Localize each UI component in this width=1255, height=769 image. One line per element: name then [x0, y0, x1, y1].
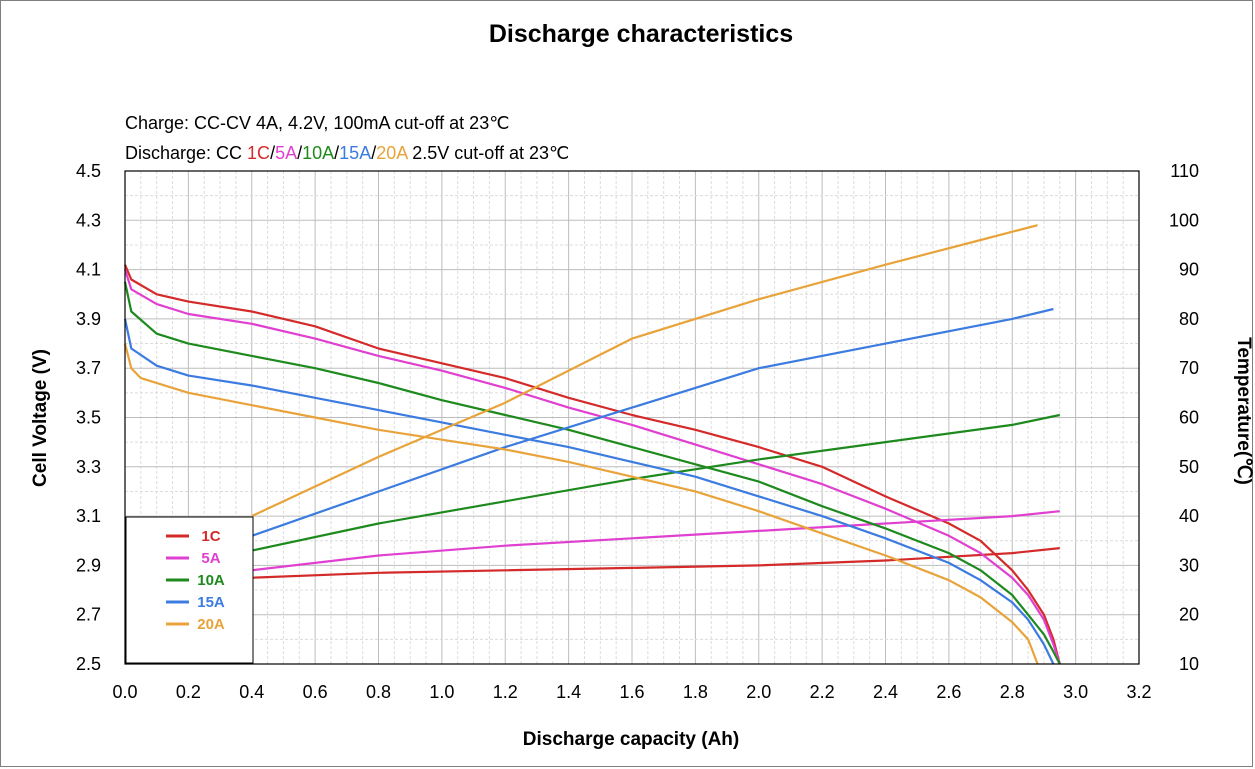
- grid: [124, 170, 1140, 665]
- y-tick-label: 2.5: [76, 654, 101, 674]
- y2-tick-label: 90: [1179, 260, 1199, 280]
- plot-area-border: [124, 170, 1140, 665]
- tick-labels: 0.0 0.2 0.4 0.6 0.8 1.0 1.2 1.4 1.6 1.8 2.0 2.2 2.4 2…: [76, 161, 1199, 702]
- x-tick-label: 2.6: [936, 682, 961, 702]
- legend-label: 1C: [201, 528, 220, 545]
- y2-tick-label: 110: [1170, 161, 1199, 181]
- x-tick-label: 1.0: [429, 682, 454, 702]
- x-tick-label: 0.0: [112, 682, 137, 702]
- voltage-curve-20a: [123, 343, 1039, 665]
- legend-label: 5A: [201, 550, 220, 567]
- x-tick-label: 2.4: [873, 682, 898, 702]
- rate-separator: /: [371, 143, 376, 163]
- discharge-rate-20a: 20A: [376, 143, 408, 163]
- chart-title: Discharge characteristics: [489, 20, 793, 48]
- y-tick-label: 3.5: [76, 408, 101, 428]
- legend-label: 15A: [197, 594, 225, 611]
- y2-tick-label: 10: [1179, 654, 1199, 674]
- y-tick-label: 2.9: [76, 555, 101, 575]
- x-tick-label: 0.8: [366, 682, 391, 702]
- y2-tick-label: 80: [1179, 309, 1199, 329]
- x-tick-label: 2.0: [746, 682, 771, 702]
- temperature-curve-1c: [251, 547, 1060, 579]
- y-tick-label: 4.1: [76, 260, 101, 280]
- legend-label: 20A: [197, 616, 225, 633]
- rate-separator: /: [270, 143, 275, 163]
- voltage-curve-1c: [123, 264, 1061, 665]
- x-tick-label: 0.2: [176, 682, 201, 702]
- y2-tick-label: 40: [1179, 506, 1199, 526]
- temperature-curve-20a: [251, 224, 1038, 518]
- discharge-rate-10a: 10A: [302, 143, 334, 163]
- legend-label: 10A: [197, 572, 225, 589]
- y2-tick-label: 30: [1179, 555, 1199, 575]
- discharge-note: Discharge: CC 1C/5A/10A/15A/20A 2.5V cut…: [125, 143, 569, 163]
- temperature-curve-5a: [251, 510, 1060, 572]
- discharge-rate-15a: 15A: [339, 143, 371, 163]
- y-tick-label: 3.3: [76, 457, 101, 477]
- charge-note: Charge: CC-CV 4A, 4.2V, 100mA cut-off at…: [125, 113, 509, 133]
- x-tick-label: 2.8: [1000, 682, 1025, 702]
- x-tick-label: 1.8: [683, 682, 708, 702]
- x-tick-label: 3.0: [1063, 682, 1088, 702]
- y2-tick-label: 50: [1179, 457, 1199, 477]
- x-tick-label: 3.2: [1126, 682, 1151, 702]
- x-tick-label: 0.6: [303, 682, 328, 702]
- voltage-curve-10a: [123, 281, 1061, 665]
- legend-box: [125, 516, 254, 664]
- discharge-rate-1c: 1C: [247, 143, 270, 163]
- curves: [123, 224, 1061, 665]
- temperature-curve-10a: [251, 413, 1061, 552]
- discharge-note-suffix: 2.5V cut-off at 23℃: [407, 143, 569, 163]
- y2-tick-label: 100: [1169, 210, 1199, 230]
- x-tick-label: 1.4: [556, 682, 581, 702]
- temperature-curve-15a: [251, 307, 1054, 537]
- discharge-rate-5a: 5A: [275, 143, 297, 163]
- x-tick-label: 1.6: [619, 682, 644, 702]
- x-axis-label: Discharge capacity (Ah): [523, 729, 739, 750]
- x-tick-label: 2.2: [810, 682, 835, 702]
- rate-separator: /: [297, 143, 302, 163]
- voltage-curve-5a: [123, 269, 1061, 665]
- x-tick-label: 1.2: [493, 682, 518, 702]
- y-tick-label: 3.1: [76, 506, 101, 526]
- y-tick-label: 2.7: [76, 605, 101, 625]
- rate-separator: /: [334, 143, 339, 163]
- y-tick-label: 4.3: [76, 210, 101, 230]
- y-tick-label: 3.7: [76, 358, 101, 378]
- y2-tick-label: 70: [1179, 358, 1199, 378]
- y2-axis-label: Temperature(℃): [1233, 337, 1254, 485]
- y2-tick-label: 20: [1179, 605, 1199, 625]
- voltage-curve-15a: [123, 318, 1055, 665]
- discharge-note-prefix: Discharge: CC: [125, 143, 247, 163]
- y-axis-label: Cell Voltage (V): [30, 349, 51, 487]
- y-tick-label: 3.9: [76, 309, 101, 329]
- y-tick-label: 4.5: [76, 161, 101, 181]
- legend: 1C 5A 10A 15A 20A: [125, 516, 254, 664]
- x-tick-label: 0.4: [239, 682, 264, 702]
- y2-tick-label: 60: [1179, 408, 1199, 428]
